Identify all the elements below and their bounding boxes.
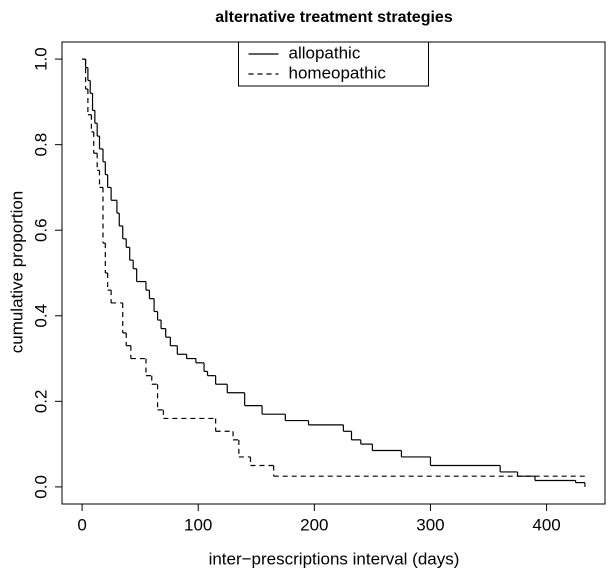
x-tick-label: 200 <box>300 515 328 534</box>
y-tick-label: 0.2 <box>31 390 50 414</box>
legend-label: allopathic <box>289 43 361 62</box>
chart-title: alternative treatment strategies <box>215 9 453 26</box>
y-tick-label: 0.8 <box>31 133 50 157</box>
legend-label: homeopathic <box>289 63 387 82</box>
x-axis-label: inter−prescriptions interval (days) <box>209 549 460 568</box>
x-tick-label: 100 <box>184 515 212 534</box>
y-axis-label: cumulative proportion <box>7 191 26 354</box>
plot-frame <box>61 41 606 505</box>
legend-box <box>238 41 429 87</box>
y-tick-label: 0.6 <box>31 218 50 242</box>
x-tick-label: 300 <box>416 515 444 534</box>
y-tick-label: 1.0 <box>31 47 50 71</box>
y-tick-label: 0.0 <box>31 475 50 499</box>
y-tick-label: 0.4 <box>31 304 50 328</box>
x-tick-label: 400 <box>532 515 560 534</box>
x-tick-label: 0 <box>77 515 86 534</box>
